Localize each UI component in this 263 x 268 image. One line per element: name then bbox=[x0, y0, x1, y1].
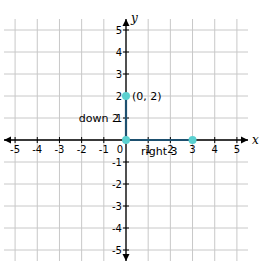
chart: -5-4-3-2-1012345-5-4-3-2-112345xy(0, 2)d… bbox=[0, 0, 263, 268]
y-tick-label: -5 bbox=[112, 245, 122, 256]
y-tick-label: -2 bbox=[112, 179, 122, 190]
tick-labels: -5-4-3-2-1012345-5-4-3-2-112345 bbox=[10, 25, 240, 256]
grid-line bbox=[103, 19, 104, 261]
point bbox=[122, 92, 130, 100]
x-axis-label: x bbox=[252, 133, 259, 147]
axes bbox=[4, 19, 248, 261]
grid-line bbox=[4, 74, 248, 75]
tick-mark bbox=[214, 137, 215, 143]
x-tick-label: -4 bbox=[32, 144, 42, 155]
tick-mark bbox=[123, 162, 129, 163]
tick-mark bbox=[123, 52, 129, 53]
grid-line bbox=[4, 206, 248, 207]
tick-mark bbox=[123, 74, 129, 75]
y-tick-label: 3 bbox=[116, 69, 122, 80]
tick-mark bbox=[123, 206, 129, 207]
y-tick-label: -1 bbox=[112, 157, 122, 168]
x-tick-label: 5 bbox=[234, 144, 240, 155]
grid-line bbox=[4, 30, 248, 31]
y-axis-label: y bbox=[130, 11, 138, 25]
tick-mark bbox=[123, 184, 129, 185]
x-tick-label: -1 bbox=[99, 144, 109, 155]
grid-line bbox=[4, 228, 248, 229]
tick-mark bbox=[81, 137, 82, 143]
grid-line bbox=[236, 19, 237, 261]
annotation: (0, 2) bbox=[132, 90, 162, 103]
tick-mark bbox=[123, 250, 129, 251]
grid-line bbox=[4, 52, 248, 53]
tick-mark bbox=[59, 137, 60, 143]
axis-arrow bbox=[241, 137, 248, 144]
grid-line bbox=[4, 184, 248, 185]
axis-arrow bbox=[4, 137, 11, 144]
grid-line bbox=[15, 19, 16, 261]
x-tick-label: 4 bbox=[212, 144, 218, 155]
annotation: right 3 bbox=[141, 145, 177, 158]
grid-line bbox=[214, 19, 215, 261]
point bbox=[122, 136, 130, 144]
annotations: (0, 2) down 2 right 3 bbox=[79, 90, 178, 158]
grid-line bbox=[4, 162, 248, 163]
x-tick-label: -3 bbox=[54, 144, 64, 155]
tick-mark bbox=[15, 137, 16, 143]
x-tick-label: 3 bbox=[189, 144, 195, 155]
tick-mark bbox=[123, 30, 129, 31]
point bbox=[189, 136, 197, 144]
grid bbox=[4, 19, 248, 261]
y-tick-label: 2 bbox=[116, 91, 122, 102]
tick-mark bbox=[123, 228, 129, 229]
grid-line bbox=[81, 19, 82, 261]
axis-arrow bbox=[123, 19, 130, 26]
grid-line bbox=[37, 19, 38, 261]
tick-mark bbox=[236, 137, 237, 143]
grid-line bbox=[4, 250, 248, 251]
x-tick-label: 0 bbox=[117, 144, 123, 155]
x-tick-label: -2 bbox=[77, 144, 87, 155]
y-tick-label: -4 bbox=[112, 223, 122, 234]
tick-mark bbox=[103, 137, 104, 143]
y-tick-label: 5 bbox=[116, 25, 122, 36]
y-tick-label: 4 bbox=[116, 47, 122, 58]
grid-line bbox=[59, 19, 60, 261]
y-tick-label: -3 bbox=[112, 201, 122, 212]
x-tick-label: -5 bbox=[10, 144, 20, 155]
annotation: down 2 bbox=[79, 112, 119, 125]
axis-arrow bbox=[123, 254, 130, 261]
tick-mark bbox=[37, 137, 38, 143]
